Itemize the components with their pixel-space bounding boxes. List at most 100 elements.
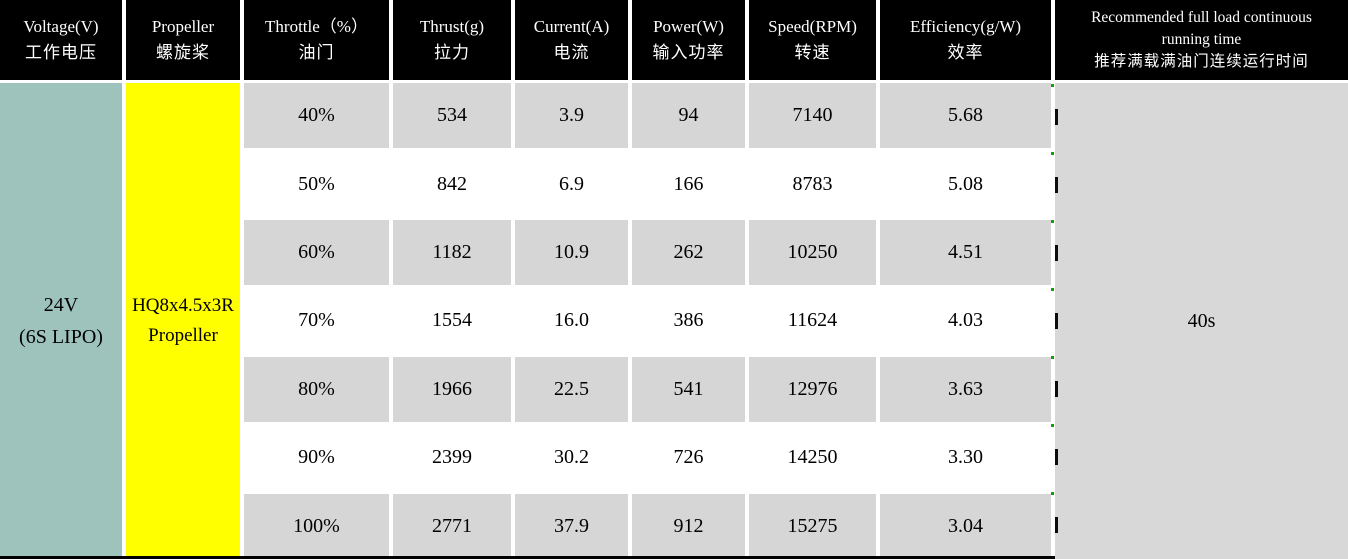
green-corner-marker [1051, 84, 1054, 87]
table-header-row: Voltage(V) 工作电压 Propeller 螺旋桨 Throttle（%… [0, 0, 1348, 80]
clipped-text-artifact [1055, 177, 1058, 193]
cell-throttle: 100% [244, 493, 389, 559]
cell-power: 726 [632, 425, 745, 491]
header-propeller-zh: 螺旋桨 [156, 43, 210, 62]
green-corner-marker [1051, 424, 1054, 427]
header-running-time-en2: running time [1161, 31, 1242, 48]
propeller-cell: HQ8x4.5x3R Propeller [126, 83, 240, 559]
header-voltage: Voltage(V) 工作电压 [0, 0, 122, 80]
cell-current: 37.9 [515, 493, 628, 559]
cell-power: 94 [632, 83, 745, 149]
cell-thrust: 534 [393, 83, 511, 149]
header-propeller-en: Propeller [151, 16, 215, 36]
table-row: 60% 1182 10.9 262 10250 4.51 [244, 219, 1051, 286]
cell-throttle: 90% [244, 425, 389, 491]
green-corner-marker [1051, 355, 1054, 359]
clipped-text-artifact [1055, 381, 1058, 397]
cell-efficiency: 3.30 [880, 425, 1051, 491]
header-voltage-en: Voltage(V) [23, 16, 99, 36]
clipped-text-artifact [1055, 313, 1058, 329]
cell-current: 6.9 [515, 151, 628, 217]
table-bottom-border [0, 556, 1055, 559]
header-efficiency-zh: 效率 [947, 43, 984, 62]
voltage-cell: 24V (6S LIPO) [0, 83, 122, 559]
header-efficiency-en: Efficiency(g/W) [909, 16, 1022, 36]
table-row: 90% 2399 30.2 726 14250 3.30 [244, 425, 1051, 491]
header-throttle: Throttle（%） 油门 [244, 0, 389, 80]
header-power: Power(W) 输入功率 [632, 0, 745, 80]
cell-throttle: 70% [244, 288, 389, 354]
cell-power: 262 [632, 219, 745, 286]
cell-speed: 11624 [749, 288, 876, 354]
cell-efficiency: 4.51 [880, 219, 1051, 286]
header-power-en: Power(W) [653, 16, 724, 36]
cell-throttle: 60% [244, 219, 389, 286]
cell-efficiency: 4.03 [880, 288, 1051, 354]
header-throttle-zh: 油门 [298, 43, 335, 62]
header-thrust-zh: 拉力 [434, 43, 470, 62]
cell-thrust: 2771 [393, 493, 511, 559]
header-current-zh: 电流 [553, 43, 590, 62]
header-throttle-en: Throttle（%） [265, 16, 368, 36]
header-running-time: Recommended full load continuous running… [1055, 0, 1348, 80]
cell-current: 10.9 [515, 219, 628, 286]
cell-efficiency: 5.08 [880, 151, 1051, 217]
header-current: Current(A) 电流 [515, 0, 628, 80]
cell-throttle: 40% [244, 83, 389, 149]
running-time-value: 40s [1187, 309, 1216, 332]
clipped-text-artifact [1055, 108, 1058, 125]
table-row: 50% 842 6.9 166 8783 5.08 [244, 151, 1051, 217]
green-corner-marker [1051, 492, 1054, 495]
header-thrust: Thrust(g) 拉力 [393, 0, 511, 80]
cell-thrust: 1182 [393, 219, 511, 286]
cell-efficiency: 3.63 [880, 356, 1051, 423]
cell-power: 166 [632, 151, 745, 217]
green-corner-marker [1051, 151, 1054, 155]
cell-thrust: 2399 [393, 425, 511, 491]
running-time-cell: 40s [1051, 83, 1348, 559]
cell-power: 912 [632, 493, 745, 559]
clipped-text-artifact [1055, 517, 1058, 533]
cell-speed: 12976 [749, 356, 876, 423]
cell-speed: 7140 [749, 83, 876, 149]
cell-thrust: 1966 [393, 356, 511, 423]
cell-speed: 10250 [749, 219, 876, 286]
cell-thrust: 1554 [393, 288, 511, 354]
clipped-text-artifact [1055, 449, 1058, 465]
green-corner-marker [1051, 288, 1054, 291]
cell-efficiency: 3.04 [880, 493, 1051, 559]
data-grid: 40% 534 3.9 94 7140 5.68 50% 842 6.9 166… [244, 83, 1051, 559]
cell-speed: 8783 [749, 151, 876, 217]
cell-current: 16.0 [515, 288, 628, 354]
header-speed-en: Speed(RPM) [768, 16, 857, 36]
header-thrust-en: Thrust(g) [419, 16, 485, 36]
cell-power: 386 [632, 288, 745, 354]
header-running-time-en1: Recommended full load continuous [1091, 9, 1312, 26]
header-efficiency: Efficiency(g/W) 效率 [880, 0, 1051, 80]
table-row: 70% 1554 16.0 386 11624 4.03 [244, 288, 1051, 354]
cell-throttle: 80% [244, 356, 389, 423]
propeller-label: Propeller [148, 325, 218, 346]
table-row: 100% 2771 37.9 912 15275 3.04 [244, 493, 1051, 559]
table-row: 80% 1966 22.5 541 12976 3.63 [244, 356, 1051, 423]
cell-speed: 14250 [749, 425, 876, 491]
cell-current: 30.2 [515, 425, 628, 491]
header-speed-zh: 转速 [794, 43, 831, 62]
cell-speed: 15275 [749, 493, 876, 559]
cell-power: 541 [632, 356, 745, 423]
header-voltage-zh: 工作电压 [25, 43, 97, 62]
green-corner-marker [1051, 219, 1054, 223]
header-power-zh: 输入功率 [652, 43, 725, 62]
clipped-text-artifact [1055, 245, 1058, 261]
cell-current: 3.9 [515, 83, 628, 149]
cell-efficiency: 5.68 [880, 83, 1051, 149]
table-body: 24V (6S LIPO) HQ8x4.5x3R Propeller 40% 5… [0, 83, 1348, 559]
propeller-model: HQ8x4.5x3R [132, 294, 234, 316]
header-propeller: Propeller 螺旋桨 [126, 0, 240, 80]
header-current-en: Current(A) [533, 16, 610, 36]
cell-thrust: 842 [393, 151, 511, 217]
table-row: 40% 534 3.9 94 7140 5.68 [244, 83, 1051, 149]
header-speed: Speed(RPM) 转速 [749, 0, 876, 80]
header-running-time-zh: 推荐满载满油门连续运行时间 [1094, 53, 1309, 70]
